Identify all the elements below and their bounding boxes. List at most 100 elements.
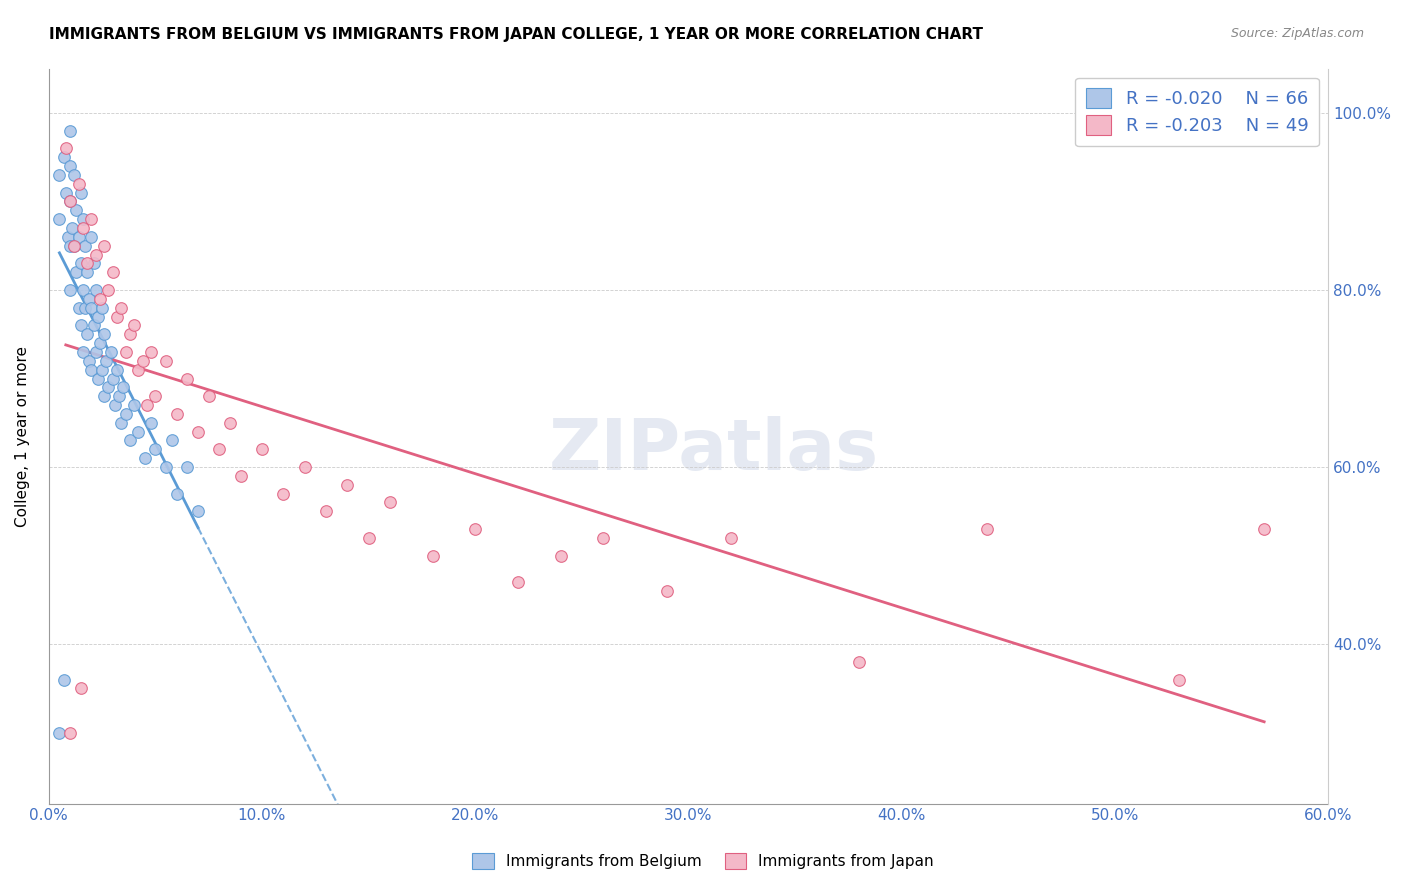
Point xyxy=(69,256,91,270)
Point xyxy=(72,221,94,235)
Point xyxy=(93,238,115,252)
Point xyxy=(176,460,198,475)
Point xyxy=(122,318,145,333)
Point xyxy=(134,451,156,466)
Point xyxy=(166,486,188,500)
Point xyxy=(59,194,82,209)
Point xyxy=(219,416,242,430)
Point xyxy=(105,310,128,324)
Point xyxy=(135,398,157,412)
Text: IMMIGRANTS FROM BELGIUM VS IMMIGRANTS FROM JAPAN COLLEGE, 1 YEAR OR MORE CORRELA: IMMIGRANTS FROM BELGIUM VS IMMIGRANTS FR… xyxy=(49,27,983,42)
Point xyxy=(59,725,82,739)
Point xyxy=(55,141,77,155)
Point xyxy=(127,425,149,439)
Point xyxy=(89,336,111,351)
Point xyxy=(77,292,100,306)
Point xyxy=(83,256,105,270)
Point xyxy=(271,486,294,500)
Point xyxy=(56,229,79,244)
Point xyxy=(52,673,75,687)
Point xyxy=(122,398,145,412)
Point xyxy=(93,389,115,403)
Point xyxy=(166,407,188,421)
Point xyxy=(72,283,94,297)
Point xyxy=(67,177,90,191)
Point xyxy=(464,522,486,536)
Point xyxy=(69,318,91,333)
Point xyxy=(59,194,82,209)
Point xyxy=(187,425,209,439)
Point xyxy=(336,477,359,491)
Point xyxy=(87,371,110,385)
Point xyxy=(72,345,94,359)
Legend: Immigrants from Belgium, Immigrants from Japan: Immigrants from Belgium, Immigrants from… xyxy=(467,847,939,875)
Point xyxy=(97,283,120,297)
Point xyxy=(84,247,107,261)
Point xyxy=(48,725,70,739)
Point xyxy=(105,362,128,376)
Point xyxy=(104,398,127,412)
Point xyxy=(1253,522,1275,536)
Point xyxy=(60,221,83,235)
Point xyxy=(655,584,678,599)
Point xyxy=(1167,673,1189,687)
Point xyxy=(55,186,77,200)
Point xyxy=(48,212,70,227)
Point xyxy=(96,353,118,368)
Point xyxy=(59,283,82,297)
Point xyxy=(110,416,132,430)
Point xyxy=(89,292,111,306)
Point xyxy=(848,655,870,669)
Point xyxy=(52,150,75,164)
Point xyxy=(145,389,167,403)
Point xyxy=(114,407,136,421)
Point xyxy=(720,531,742,545)
Point xyxy=(93,327,115,342)
Point xyxy=(80,229,103,244)
Point xyxy=(83,318,105,333)
Point xyxy=(176,371,198,385)
Point xyxy=(357,531,380,545)
Point xyxy=(59,123,82,137)
Point xyxy=(197,389,219,403)
Point xyxy=(65,265,87,279)
Point xyxy=(101,265,124,279)
Point xyxy=(155,460,177,475)
Point xyxy=(422,549,444,563)
Point xyxy=(294,460,316,475)
Point xyxy=(63,168,86,182)
Point xyxy=(67,301,90,315)
Point xyxy=(592,531,614,545)
Point xyxy=(48,168,70,182)
Point xyxy=(155,353,177,368)
Point xyxy=(162,434,184,448)
Point xyxy=(72,212,94,227)
Point xyxy=(59,159,82,173)
Point xyxy=(59,238,82,252)
Point xyxy=(84,283,107,297)
Point xyxy=(315,504,337,518)
Point xyxy=(63,238,86,252)
Point xyxy=(187,504,209,518)
Point xyxy=(108,389,131,403)
Legend: R = -0.020    N = 66, R = -0.203    N = 49: R = -0.020 N = 66, R = -0.203 N = 49 xyxy=(1076,78,1319,146)
Point xyxy=(100,345,122,359)
Point xyxy=(67,229,90,244)
Point xyxy=(112,380,135,394)
Point xyxy=(73,238,96,252)
Point xyxy=(145,442,167,457)
Point xyxy=(87,310,110,324)
Point xyxy=(229,469,252,483)
Point xyxy=(69,186,91,200)
Point xyxy=(378,495,401,509)
Point xyxy=(91,362,114,376)
Point xyxy=(506,575,529,590)
Point xyxy=(80,301,103,315)
Point xyxy=(76,256,98,270)
Point xyxy=(97,380,120,394)
Point xyxy=(131,353,153,368)
Point xyxy=(118,327,141,342)
Point xyxy=(114,345,136,359)
Point xyxy=(976,522,998,536)
Point xyxy=(139,345,162,359)
